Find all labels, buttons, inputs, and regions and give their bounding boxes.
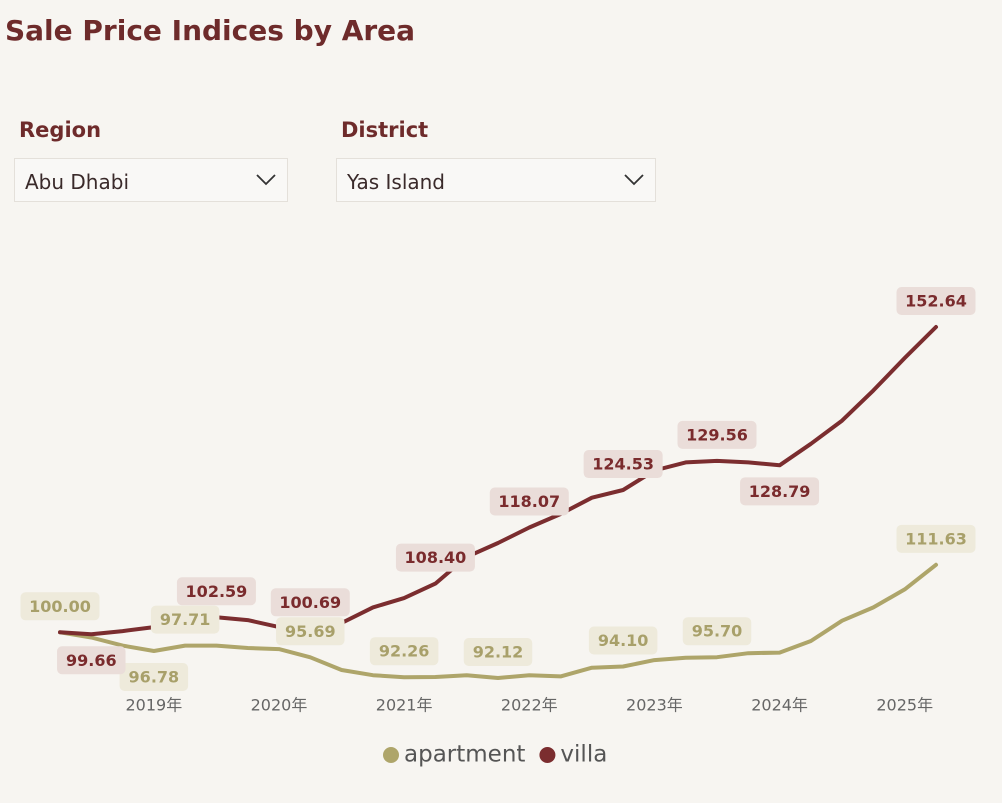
data-label: 95.69 [276,617,345,646]
chevron [624,174,644,186]
x-tick-label: 2020年 [251,696,308,715]
x-tick-label: 2022年 [501,696,558,715]
legend-item: apartment [383,742,525,768]
x-tick-label: 2023年 [626,696,683,715]
data-label: 124.53 [583,450,663,479]
data-label-text: 94.10 [598,631,649,650]
data-label: 92.12 [463,638,533,666]
data-label: 94.10 [588,626,658,655]
chevron [256,174,276,186]
filter-label: District [341,118,429,142]
data-label-bg [270,588,350,617]
data-label-text: 124.53 [592,455,654,474]
data-label-text: 95.69 [285,622,336,641]
data-label-text: 118.07 [498,492,560,511]
data-label-text: 100.00 [29,597,91,616]
data-label: 95.70 [682,617,752,646]
dropdown[interactable]: Abu Dhabi [14,158,288,202]
data-label-bg [119,662,189,691]
data-label-text: 92.12 [473,643,524,662]
page-title: Sale Price Indices by Area [5,14,416,47]
data-label-text: 95.70 [692,622,743,641]
dropdown-value: Yas Island [347,170,445,194]
legend-label: apartment [404,742,525,768]
data-label-bg [489,487,569,516]
data-label-bg [150,605,220,634]
dropdown-value: Abu Dhabi [25,170,129,194]
data-label: 108.40 [395,543,475,572]
data-label-bg [369,637,439,666]
legend-label: villa [560,742,607,768]
data-label-bg [463,638,533,666]
data-label-text: 108.40 [405,548,467,567]
data-label-text: 129.56 [686,425,748,444]
data-label-bg [176,577,256,606]
legend-item: villa [539,742,607,768]
data-label-text: 102.59 [186,582,248,601]
data-label-text: 96.78 [129,667,180,686]
data-label: 129.56 [677,420,757,449]
x-tick-label: 2025年 [876,696,933,715]
data-label-bg [677,420,757,449]
data-label: 100.00 [20,592,100,621]
data-label: 97.71 [150,605,220,634]
x-tick-label: 2024年 [751,696,808,715]
data-label-bg [740,477,820,506]
data-label-bg [57,646,126,675]
data-label-text: 92.26 [379,642,430,661]
data-label-bg [583,450,663,479]
data-label-text: 100.69 [279,593,341,612]
data-label-bg [896,524,976,553]
data-label-bg [276,617,345,646]
legend-swatch [539,747,556,763]
data-label-bg [896,287,976,315]
data-label: 99.66 [57,646,126,675]
data-label: 102.59 [176,577,256,606]
data-label: 111.63 [896,524,976,553]
legend-swatch [383,747,399,763]
data-label: 100.69 [270,588,350,617]
dropdown[interactable]: Yas Island [336,158,656,202]
data-label-text: 152.64 [905,292,967,311]
x-tick-label: 2021年 [376,696,433,715]
x-tick-label: 2019年 [125,696,182,715]
data-label-text: 128.79 [749,482,811,501]
data-label-text: 97.71 [160,610,211,629]
data-label: 92.26 [369,637,439,666]
filter-label: Region [19,118,102,142]
data-label-text: 99.66 [66,651,117,670]
data-label: 96.78 [119,662,189,691]
data-label-bg [588,626,658,655]
data-label: 152.64 [896,287,976,315]
data-label-bg [20,592,100,621]
data-label-bg [395,543,475,572]
data-label: 118.07 [489,487,569,516]
line [58,562,938,680]
data-label-bg [682,617,752,646]
data-label-text: 111.63 [905,529,967,548]
data-label: 128.79 [740,477,820,506]
